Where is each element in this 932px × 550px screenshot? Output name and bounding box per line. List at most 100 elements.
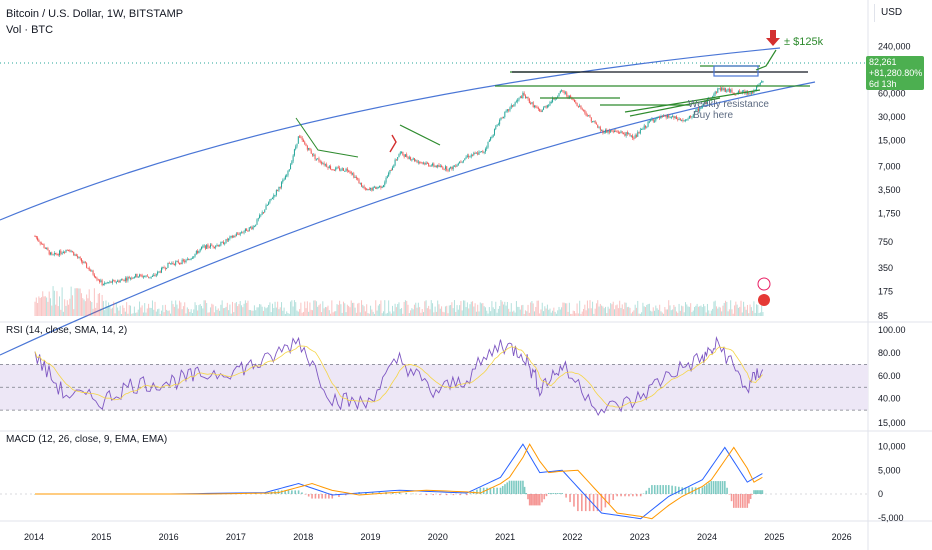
volume-bar: [521, 305, 523, 316]
volume-bar: [715, 306, 717, 316]
price-candle: [422, 162, 424, 164]
price-candle: [93, 274, 95, 277]
price-candle: [80, 258, 82, 262]
macd-histogram-bar: [651, 485, 653, 494]
price-change: +81,280.80%: [869, 68, 923, 78]
macd-histogram-bar: [628, 494, 630, 497]
volume-bar: [417, 302, 419, 316]
price-candle: [159, 271, 161, 273]
volume-bar: [154, 301, 156, 316]
volume-bar: [330, 313, 332, 316]
price-candle: [655, 118, 657, 121]
volume-bar: [366, 304, 368, 316]
volume-bar: [703, 304, 705, 316]
volume-bar: [758, 312, 760, 316]
price-candle: [257, 218, 259, 220]
volume-bar: [393, 311, 395, 316]
price-candle: [602, 129, 604, 134]
price-candle: [35, 236, 37, 238]
volume-bar: [173, 306, 175, 316]
macd-histogram-bar: [730, 494, 733, 502]
volume-bar: [78, 288, 80, 316]
volume-bar: [248, 309, 250, 316]
price-candle: [561, 90, 563, 92]
volume-bar: [677, 312, 679, 316]
trend-drawing: [629, 97, 721, 117]
volume-bar: [589, 300, 591, 316]
price-candle: [599, 127, 601, 131]
price-candle: [620, 131, 622, 134]
price-candle: [53, 252, 55, 255]
volume-bar: [761, 305, 763, 316]
price-candle: [332, 169, 334, 171]
red-arrow-drawing: [389, 134, 397, 153]
price-candle: [171, 262, 173, 264]
volume-bar: [469, 304, 471, 316]
price-candle: [522, 92, 524, 99]
macd-histogram-bar: [508, 480, 511, 494]
price-candle: [650, 119, 652, 122]
volume-bar: [37, 302, 39, 316]
price-candle: [426, 162, 428, 164]
volume-bar: [681, 305, 683, 316]
price-candle: [635, 135, 637, 137]
price-tick-label: 60,000: [878, 89, 906, 99]
price-candle: [198, 250, 200, 254]
price-candle: [584, 109, 586, 113]
volume-bar: [648, 303, 650, 316]
price-candle: [127, 277, 129, 281]
price-candle: [558, 93, 560, 97]
volume-bar: [363, 306, 365, 316]
volume-bar: [732, 313, 734, 316]
volume-bar: [286, 311, 288, 316]
price-tick-label: 750: [878, 237, 893, 247]
price-candle: [688, 115, 690, 119]
volume-bar: [736, 304, 738, 316]
macd-histogram-bar: [311, 494, 313, 499]
volume-bar: [371, 309, 373, 316]
price-candle: [550, 101, 552, 103]
macd-tick-label: 15,000: [878, 418, 906, 428]
price-candle: [730, 89, 732, 92]
price-candle: [564, 92, 566, 94]
price-candle: [523, 92, 525, 96]
volume-bar: [757, 304, 759, 316]
price-candle: [122, 279, 124, 281]
volume-bar: [434, 306, 436, 316]
macd-histogram-bar: [541, 494, 543, 503]
volume-bar: [73, 309, 75, 316]
price-candle: [386, 176, 388, 178]
macd-histogram-bar: [577, 494, 579, 512]
price-candle: [606, 129, 608, 133]
currency-selector[interactable]: USD: [874, 4, 932, 22]
price-candle: [585, 112, 587, 116]
volume-bar: [93, 288, 95, 316]
price-candle: [367, 188, 369, 191]
macd-histogram-bar: [554, 493, 557, 494]
price-candle: [256, 219, 258, 225]
price-candle: [203, 245, 205, 247]
macd-histogram-bar: [291, 490, 293, 494]
price-candle: [166, 267, 168, 269]
price-candle: [309, 148, 311, 151]
price-candle: [126, 278, 128, 281]
price-candle: [725, 88, 727, 92]
price-candle: [95, 276, 97, 279]
volume-bar: [496, 312, 498, 316]
price-candle: [593, 121, 595, 123]
time-tick-label: 2025: [764, 532, 784, 542]
volume-bar: [470, 301, 472, 316]
macd-histogram-bar: [665, 485, 667, 494]
volume-bar: [353, 302, 355, 316]
price-candle: [308, 148, 310, 150]
volume-bar: [394, 303, 396, 316]
price-candle: [548, 105, 550, 107]
macd-histogram-bar: [620, 494, 622, 497]
volume-bar: [177, 308, 179, 316]
macd-histogram-bar: [588, 494, 591, 512]
price-candle: [350, 171, 352, 174]
volume-bar: [545, 308, 547, 316]
volume-bar: [641, 312, 643, 316]
price-candle: [328, 166, 330, 169]
